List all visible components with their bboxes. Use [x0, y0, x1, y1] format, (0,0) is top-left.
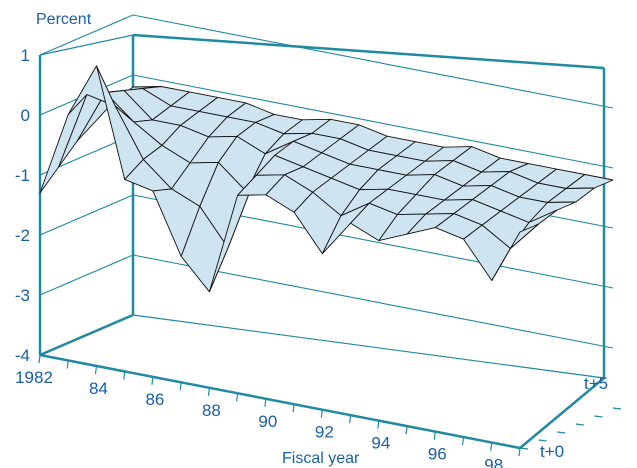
- x-tick-label: 94: [371, 434, 390, 453]
- back-gridline: [132, 14, 614, 109]
- y-tick-label: -1: [15, 166, 30, 185]
- y-tick-label: 0: [21, 106, 30, 125]
- x-tick-label: 98: [484, 456, 503, 468]
- y-tick-label: -2: [15, 226, 30, 245]
- x-tick-label: 1982: [15, 368, 53, 387]
- x-tick: [405, 426, 408, 435]
- y-tick-label: -4: [15, 346, 30, 365]
- x-tick: [151, 376, 154, 385]
- x-tick: [264, 398, 267, 407]
- surface: [39, 65, 614, 293]
- depth-tick: [519, 447, 529, 450]
- x-tick: [490, 442, 493, 451]
- x-tick-label: 86: [145, 390, 164, 409]
- depth-axis: [519, 377, 605, 449]
- x-tick: [461, 436, 465, 446]
- x-tick: [377, 420, 380, 429]
- x-tick: [66, 360, 69, 369]
- depth-tick: [575, 423, 584, 426]
- depth-ticks: [519, 407, 622, 450]
- left-gridline: [39, 254, 134, 296]
- x-tick: [179, 382, 182, 391]
- x-tick: [94, 365, 98, 375]
- x-tick: [348, 415, 352, 424]
- x-tick: [292, 404, 295, 413]
- y-tick-label: -3: [15, 286, 30, 305]
- x-tick: [38, 354, 41, 364]
- x-tick-label: 84: [89, 379, 108, 398]
- depth-tick: [612, 407, 622, 410]
- left-gridline: [39, 14, 134, 56]
- x-axis-title: Fiscal year: [282, 450, 360, 467]
- depth-tick-label-t0: t+0: [540, 442, 564, 461]
- back-gridline: [132, 74, 614, 169]
- floor: [39, 313, 605, 450]
- left-wall: [38, 34, 605, 379]
- left-wall-top-edge: [39, 34, 134, 56]
- depth-tick: [594, 415, 603, 418]
- depth-tick: [538, 439, 547, 442]
- left-gridline: [39, 194, 134, 236]
- depth-tick-label-t5: t+5: [584, 374, 608, 393]
- x-tick: [320, 409, 323, 418]
- y-tick-label: 1: [21, 46, 30, 65]
- back-wall-top-edge: [132, 33, 605, 70]
- surface-cell: [491, 223, 540, 281]
- x-tick-label: 92: [315, 423, 334, 442]
- x-axis: [39, 353, 521, 450]
- x-tick: [433, 431, 436, 440]
- x-tick-label: 88: [202, 401, 221, 420]
- depth-tick: [557, 431, 566, 434]
- x-tick: [123, 371, 126, 380]
- x-tick: [207, 387, 211, 396]
- floor-left-edge: [39, 313, 134, 357]
- y-tick-labels: 1 0 -1 -2 -3 -4: [15, 46, 30, 365]
- x-tick: [236, 393, 239, 402]
- x-tick-labels: 1982 84 86 88 90 92 94 96 98: [15, 368, 503, 468]
- y-axis-title: Percent: [36, 11, 92, 28]
- floor-back-edge: [132, 314, 605, 379]
- surface-cell: [39, 94, 88, 194]
- x-tick: [518, 447, 521, 457]
- x-ticks: [38, 354, 521, 457]
- x-tick-label: 90: [258, 412, 277, 431]
- x-tick-label: 96: [428, 445, 447, 464]
